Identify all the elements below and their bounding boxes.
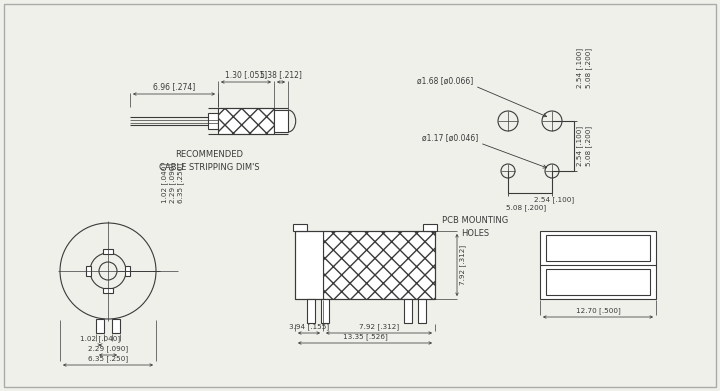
- Text: RECOMMENDED
CABLE STRIPPING DIM'S: RECOMMENDED CABLE STRIPPING DIM'S: [158, 150, 259, 172]
- Text: 7.92 [.312]: 7.92 [.312]: [359, 324, 399, 330]
- Text: 1.02 [.040]: 1.02 [.040]: [161, 163, 168, 203]
- Bar: [321, 299, 329, 323]
- Text: 5.08 [.200]: 5.08 [.200]: [585, 126, 592, 166]
- Text: 1.02 [.040]: 1.02 [.040]: [80, 336, 120, 343]
- Text: 2.54 [.100]: 2.54 [.100]: [576, 126, 582, 166]
- Bar: [103, 288, 113, 293]
- Bar: [125, 266, 130, 276]
- Bar: [418, 299, 426, 323]
- Text: 7.92 [.312]: 7.92 [.312]: [459, 245, 467, 285]
- Text: 5.08 [.200]: 5.08 [.200]: [506, 204, 546, 211]
- Bar: [307, 299, 315, 323]
- Text: 2.54 [.100]: 2.54 [.100]: [576, 48, 582, 88]
- Text: 1.30 [.051]: 1.30 [.051]: [225, 70, 267, 79]
- Bar: [546, 235, 650, 261]
- Bar: [86, 266, 91, 276]
- Bar: [295, 231, 323, 299]
- Text: ø1.68 [ø0.066]: ø1.68 [ø0.066]: [417, 76, 473, 85]
- Bar: [274, 110, 288, 132]
- Text: PCB MOUNTING
HOLES: PCB MOUNTING HOLES: [442, 216, 508, 237]
- Text: 6.35 [.250]: 6.35 [.250]: [88, 356, 128, 362]
- Bar: [293, 224, 307, 231]
- Bar: [208, 113, 218, 129]
- Text: 2.29 [.090]: 2.29 [.090]: [169, 163, 176, 203]
- Bar: [103, 249, 113, 254]
- Bar: [404, 299, 412, 323]
- Text: ø1.17 [ø0.046]: ø1.17 [ø0.046]: [422, 133, 478, 142]
- Text: 2.29 [.090]: 2.29 [.090]: [88, 346, 128, 353]
- Text: 5.08 [.200]: 5.08 [.200]: [585, 48, 592, 88]
- Text: 6.35 [.250]: 6.35 [.250]: [177, 163, 184, 203]
- Text: 3.94 [.155]: 3.94 [.155]: [289, 324, 329, 330]
- Bar: [540, 231, 656, 299]
- Text: 5.38 [.212]: 5.38 [.212]: [260, 70, 302, 79]
- Text: 12.70 [.500]: 12.70 [.500]: [575, 308, 621, 314]
- Text: 6.96 [.274]: 6.96 [.274]: [153, 83, 195, 91]
- Bar: [218, 108, 274, 134]
- Bar: [323, 231, 435, 299]
- Bar: [112, 319, 120, 333]
- Text: 13.35 [.526]: 13.35 [.526]: [343, 334, 387, 341]
- Text: 2.54 [.100]: 2.54 [.100]: [534, 196, 574, 203]
- Bar: [423, 224, 437, 231]
- Bar: [96, 319, 104, 333]
- Bar: [546, 269, 650, 295]
